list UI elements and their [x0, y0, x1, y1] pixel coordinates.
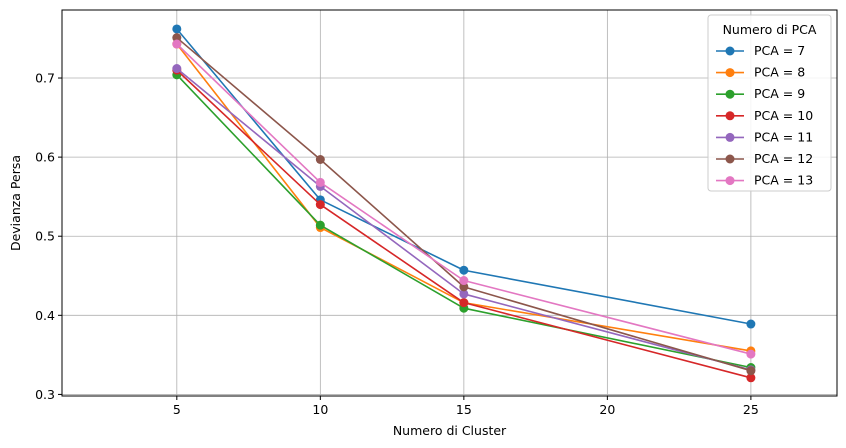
plot-frame — [61, 9, 838, 397]
axis-ticks: 5 10 15 20 25 0.3 0.4 0.5 0.6 0.7 — [35, 71, 759, 417]
legend-items: PCA = 7 PCA = 8 PCA = 9 PCA = 10 PCA = 11 PCA… — [716, 43, 813, 188]
data-point — [459, 282, 469, 292]
x-tick-label: 5 — [173, 402, 181, 417]
x-tick-label: 20 — [599, 402, 615, 417]
legend-label: PCA = 11 — [754, 129, 813, 144]
legend-marker — [725, 132, 735, 142]
series-line — [176, 74, 752, 369]
data-point — [746, 373, 756, 383]
series-line — [176, 43, 752, 352]
x-axis-title: Numero di Cluster — [393, 423, 507, 438]
legend-item: PCA = 8 — [716, 65, 805, 80]
data-point — [315, 200, 325, 210]
data-point — [746, 319, 756, 329]
series-line — [176, 69, 752, 379]
legend-label: PCA = 13 — [754, 173, 813, 188]
y-tick-label: 0.4 — [35, 308, 55, 323]
legend-label: PCA = 10 — [754, 108, 813, 123]
legend-title: Numero di PCA — [723, 22, 817, 37]
legend-marker — [725, 68, 735, 78]
legend-item: PCA = 9 — [716, 86, 805, 101]
legend-label: PCA = 9 — [754, 86, 805, 101]
x-tick-label: 10 — [312, 402, 328, 417]
data-point — [172, 64, 182, 74]
legend-label: PCA = 7 — [754, 43, 805, 58]
data-point — [172, 33, 182, 43]
data-point — [315, 177, 325, 187]
series-pca-12 — [172, 33, 756, 376]
y-tick-label: 0.5 — [35, 229, 55, 244]
x-tick-label: 15 — [456, 402, 472, 417]
series-line — [176, 43, 752, 355]
legend-marker — [725, 154, 735, 164]
data-point — [459, 265, 469, 275]
data-point — [315, 220, 325, 230]
legend-label: PCA = 12 — [754, 151, 813, 166]
data-point — [459, 298, 469, 308]
legend-marker — [725, 89, 735, 99]
series-lines — [172, 24, 756, 383]
legend-marker — [725, 46, 735, 56]
data-point — [746, 366, 756, 376]
series-line — [176, 67, 752, 371]
data-point — [172, 24, 182, 34]
y-axis-title: Devianza Persa — [8, 155, 23, 251]
legend-item: PCA = 10 — [716, 108, 813, 123]
data-point — [746, 349, 756, 359]
x-tick-label: 25 — [743, 402, 759, 417]
legend-frame — [707, 14, 832, 192]
series-line — [176, 37, 752, 372]
data-point — [315, 154, 325, 164]
data-point — [459, 289, 469, 299]
y-tick-label: 0.6 — [35, 150, 55, 165]
y-tick-label: 0.7 — [35, 71, 55, 86]
legend-item: PCA = 11 — [716, 129, 813, 144]
data-point — [172, 39, 182, 49]
legend-item: PCA = 13 — [716, 173, 813, 188]
legend-label: PCA = 8 — [754, 65, 805, 80]
series-line — [176, 28, 752, 325]
legend-item: PCA = 12 — [716, 151, 813, 166]
legend-marker — [725, 176, 735, 186]
series-pca-13 — [172, 39, 756, 359]
y-tick-label: 0.3 — [35, 387, 55, 402]
data-point — [459, 276, 469, 286]
legend-item: PCA = 7 — [716, 43, 805, 58]
legend-marker — [725, 111, 735, 121]
